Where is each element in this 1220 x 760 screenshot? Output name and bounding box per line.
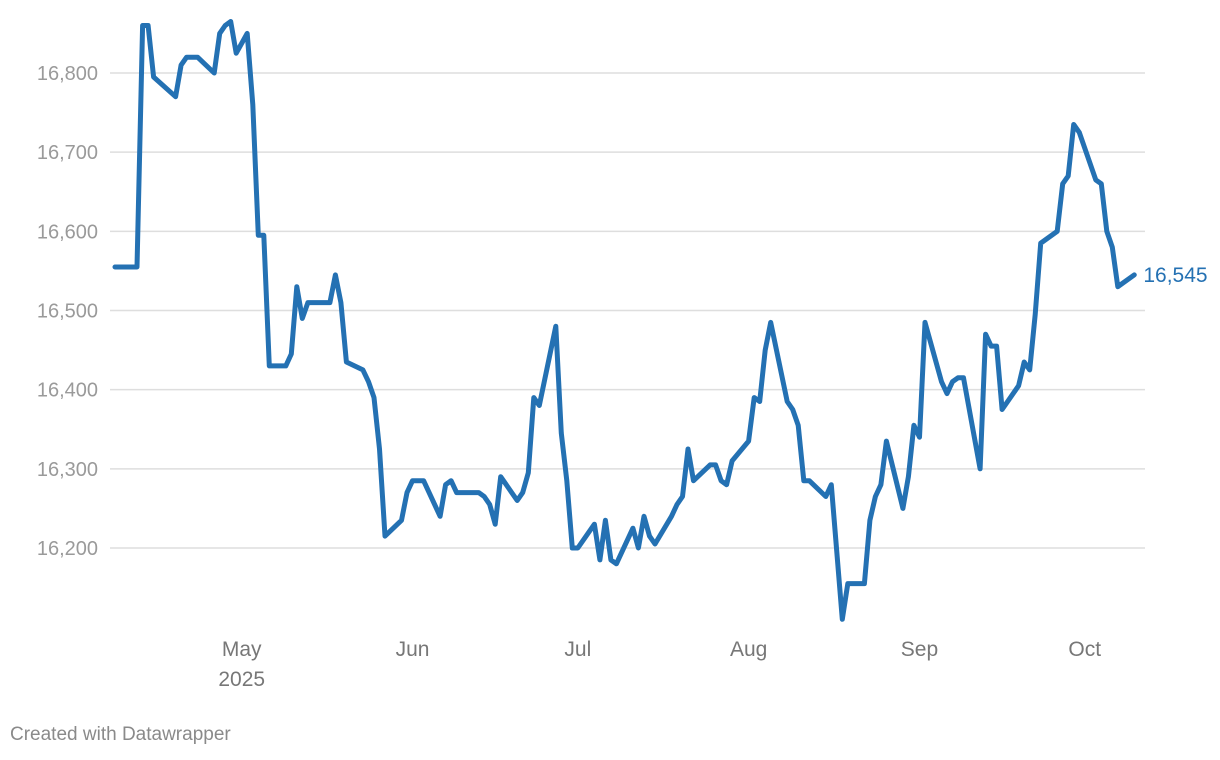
line-chart: 16,200 16,300 16,400 16,500 16,600 16,700 16,8…	[37, 19, 1208, 691]
y-tick-label: 16,600	[37, 221, 98, 243]
gridlines	[110, 72, 1145, 549]
footer-credit: Created with Datawrapper	[10, 724, 231, 745]
y-axis-ticks: 16,200 16,300 16,400 16,500 16,600 16,700 16,8…	[37, 63, 98, 560]
x-tick-label: Aug	[730, 638, 767, 661]
end-value-label: 16,545	[1143, 264, 1207, 287]
x-tick-sublabel: 2025	[218, 668, 265, 691]
y-tick-label: 16,200	[37, 538, 98, 560]
y-tick-label: 16,700	[37, 142, 98, 164]
x-tick-label: May	[222, 638, 262, 661]
y-tick-label: 16,300	[37, 459, 98, 481]
y-tick-label: 16,800	[37, 63, 98, 85]
x-axis-ticks: May 2025 Jun Jul Aug Sep Oct	[218, 638, 1101, 691]
x-tick-label: Oct	[1068, 638, 1101, 661]
x-tick-label: Jun	[396, 638, 430, 661]
x-tick-label: Jul	[564, 638, 591, 661]
y-tick-label: 16,400	[37, 380, 98, 402]
series-line	[112, 19, 1137, 622]
x-tick-label: Sep	[901, 638, 938, 661]
y-tick-label: 16,500	[37, 300, 98, 322]
